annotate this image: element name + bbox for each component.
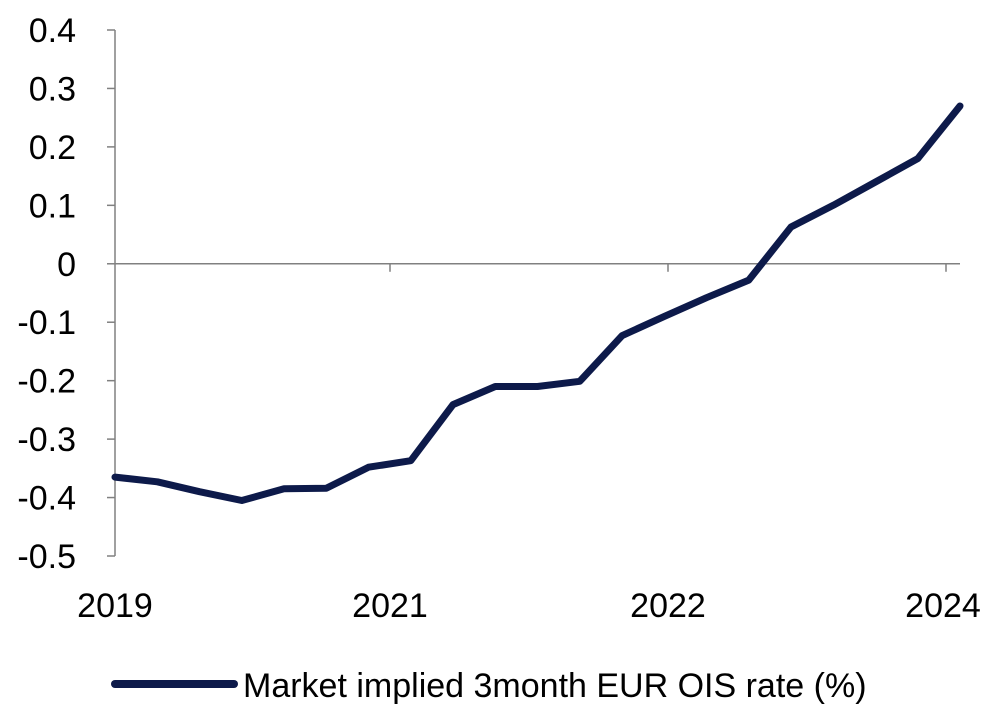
y-tick-label: 0.1	[29, 187, 76, 225]
y-tick-label: 0	[57, 246, 76, 284]
y-tick-label: 0.2	[29, 129, 76, 167]
x-tick-label: 2024	[905, 587, 981, 625]
legend: Market implied 3month EUR OIS rate (%)	[111, 667, 867, 705]
x-tick-label: 2021	[352, 587, 428, 625]
y-tick-label: 0.4	[29, 12, 76, 50]
y-tick-label: -0.1	[17, 304, 76, 342]
y-tick-label: -0.3	[17, 421, 76, 459]
x-tick-label: 2019	[77, 587, 153, 625]
series-line	[111, 102, 964, 504]
y-tick-label: -0.2	[17, 363, 76, 401]
x-tick-label: 2022	[630, 587, 706, 625]
y-tick-label: -0.5	[17, 538, 76, 576]
x-axis-ticks: 2019 2021 2022 2024	[77, 263, 981, 625]
legend-label: Market implied 3month EUR OIS rate (%)	[243, 667, 867, 705]
plot-lines	[111, 102, 964, 504]
y-tick-label: -0.4	[17, 480, 76, 518]
chart-axes	[114, 30, 960, 556]
y-axis-ticks: 0.4 0.3 0.2 0.1 0 -0.1 -0.2 -0.3 -0.4 -0.5	[17, 12, 115, 576]
y-tick-label: 0.3	[29, 70, 76, 108]
